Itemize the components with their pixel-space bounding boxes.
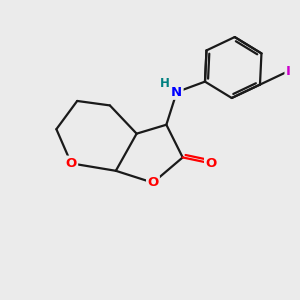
Text: O: O: [66, 157, 77, 170]
Text: I: I: [286, 65, 291, 78]
Text: O: O: [147, 176, 159, 189]
Text: O: O: [205, 157, 217, 170]
Text: N: N: [171, 85, 182, 98]
Text: H: H: [160, 77, 170, 90]
